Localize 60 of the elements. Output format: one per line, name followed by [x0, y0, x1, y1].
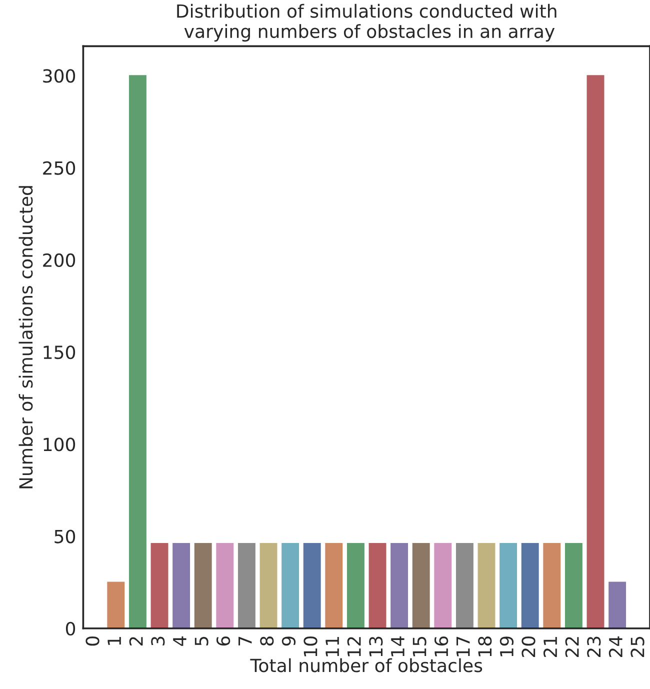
x-tick-label: 12: [347, 637, 361, 656]
x-tick-label: 17: [456, 636, 470, 656]
bar: [500, 543, 518, 628]
y-tick-label: 100: [44, 438, 76, 452]
bar: [282, 543, 300, 628]
bar: [260, 543, 278, 628]
x-tick-label: 16: [434, 636, 448, 656]
bar: [346, 543, 364, 628]
y-tick-label: 50: [54, 530, 76, 544]
bar: [172, 543, 190, 628]
x-tick-label: 9: [282, 636, 296, 646]
x-tick-label: 5: [194, 636, 208, 646]
bar: [390, 543, 408, 628]
x-tick-label: 20: [522, 636, 536, 657]
bar: [194, 543, 212, 628]
bar: [303, 543, 321, 628]
bar: [434, 543, 452, 628]
x-tick-label: 22: [565, 637, 579, 657]
x-tick-label: 13: [369, 636, 383, 656]
x-axis-title: Total number of obstacles: [250, 658, 482, 672]
bar: [325, 543, 343, 628]
bar: [586, 75, 604, 628]
x-tick-label: 19: [500, 636, 514, 656]
bar: [521, 543, 539, 628]
y-tick-label: 150: [44, 345, 76, 360]
y-tick-label: 0: [66, 622, 76, 636]
x-tick-label: 0: [86, 636, 100, 646]
x-tick-label: 25: [630, 636, 644, 657]
bar: [107, 582, 125, 628]
x-tick-label: 24: [608, 636, 622, 657]
bar: [564, 543, 582, 628]
bar: [412, 543, 430, 628]
y-tick-label: 250: [43, 161, 76, 175]
x-tick-label: 2: [129, 637, 143, 646]
x-tick-label: 3: [151, 636, 165, 646]
bar: [368, 543, 386, 628]
bar: [608, 582, 626, 628]
bar: [456, 543, 474, 628]
bar: [478, 543, 496, 628]
bar: [150, 543, 168, 628]
x-tick-label: 6: [216, 636, 230, 646]
x-tick-label: 7: [238, 636, 252, 646]
x-tick-label: 21: [543, 636, 557, 657]
x-tick-label: 8: [260, 636, 274, 646]
x-tick-label: 23: [587, 636, 601, 657]
x-tick-label: 11: [326, 636, 339, 656]
x-tick-label: 18: [478, 636, 492, 656]
y-tick-label: 200: [43, 253, 76, 267]
chart-title: Distribution of simulations conducted with varying numbers of obstacles in an array: [177, 4, 556, 42]
bar: [238, 543, 256, 628]
y-axis-title: Number of simulations conducted: [18, 186, 33, 488]
bar: [543, 543, 561, 628]
x-tick-label: 10: [304, 636, 318, 656]
x-tick-label: 14: [391, 636, 404, 656]
bar: [216, 543, 234, 628]
bar: [128, 75, 146, 628]
x-tick-label: 1: [108, 636, 121, 645]
y-tick-label: 300: [43, 69, 76, 83]
x-tick-label: 4: [173, 636, 186, 646]
x-tick-label: 15: [412, 636, 426, 656]
